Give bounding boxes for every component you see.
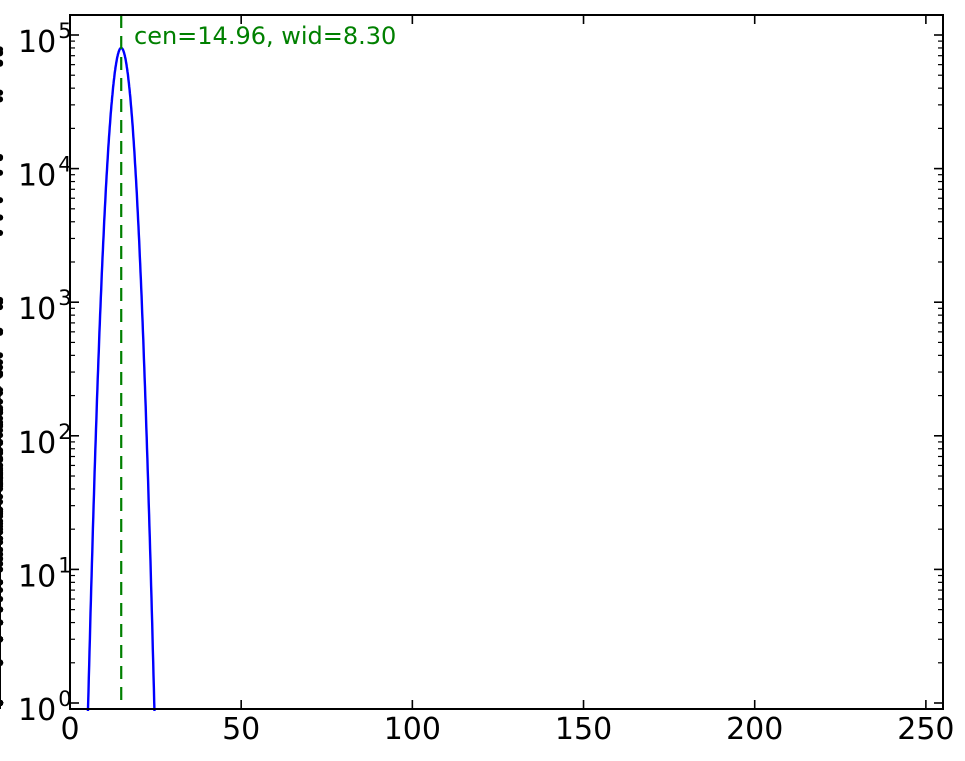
x-tick-label: 250 xyxy=(897,712,954,747)
data-marker xyxy=(0,352,4,359)
data-marker xyxy=(0,450,4,457)
data-marker xyxy=(0,699,4,707)
data-marker xyxy=(0,398,4,405)
data-marker xyxy=(0,498,4,506)
data-marker xyxy=(0,96,4,103)
data-marker xyxy=(0,197,4,204)
data-marker xyxy=(0,606,4,613)
plot-frame xyxy=(69,14,944,710)
y-tick-label: 105 xyxy=(18,19,72,60)
y-tick-label: 102 xyxy=(18,420,72,461)
data-marker xyxy=(0,364,4,371)
data-marker xyxy=(0,432,4,439)
data-marker xyxy=(0,636,4,643)
data-marker xyxy=(0,560,4,567)
data-marker xyxy=(0,480,4,487)
x-tick-label: 150 xyxy=(555,712,612,747)
data-marker xyxy=(0,619,4,626)
y-tick-label: 104 xyxy=(18,153,72,194)
data-marker xyxy=(0,659,4,666)
data-marker xyxy=(0,506,4,513)
data-marker xyxy=(0,523,4,530)
data-marker xyxy=(0,535,4,542)
data-marker xyxy=(0,566,4,573)
data-marker xyxy=(0,586,4,594)
ticks-layer xyxy=(69,15,943,709)
data-marker xyxy=(0,595,4,603)
data-marker xyxy=(0,371,4,379)
data-marker xyxy=(0,329,4,336)
data-marker xyxy=(0,409,4,416)
data-marker xyxy=(0,555,4,562)
data-marker xyxy=(0,303,4,311)
data-marker xyxy=(0,493,4,500)
data-marker xyxy=(0,440,4,447)
data-marker xyxy=(0,419,4,426)
data-marker xyxy=(0,214,4,221)
data-marker xyxy=(0,475,4,482)
x-tick-label: 200 xyxy=(726,712,783,747)
data-markers-layer xyxy=(0,46,4,707)
data-marker xyxy=(0,89,4,96)
x-tick-label: 100 xyxy=(384,712,441,747)
data-marker xyxy=(0,529,4,536)
data-marker xyxy=(0,359,4,366)
fit-annotation: cen=14.96, wid=8.30 xyxy=(134,22,396,50)
data-marker xyxy=(0,296,4,304)
x-tick-label: 50 xyxy=(222,712,260,747)
data-marker xyxy=(0,229,4,237)
data-marker xyxy=(0,551,4,558)
data-marker xyxy=(0,49,4,56)
data-marker xyxy=(0,456,4,464)
data-marker xyxy=(0,389,4,397)
x-tick-label: 0 xyxy=(60,712,79,747)
y-tick-label: 101 xyxy=(18,553,72,594)
data-marker xyxy=(0,153,4,161)
data-marker xyxy=(0,59,4,66)
data-marker xyxy=(0,169,4,176)
axes-frame-layer xyxy=(69,14,944,710)
data-marker xyxy=(0,579,4,586)
y-tick-label: 103 xyxy=(18,286,72,327)
